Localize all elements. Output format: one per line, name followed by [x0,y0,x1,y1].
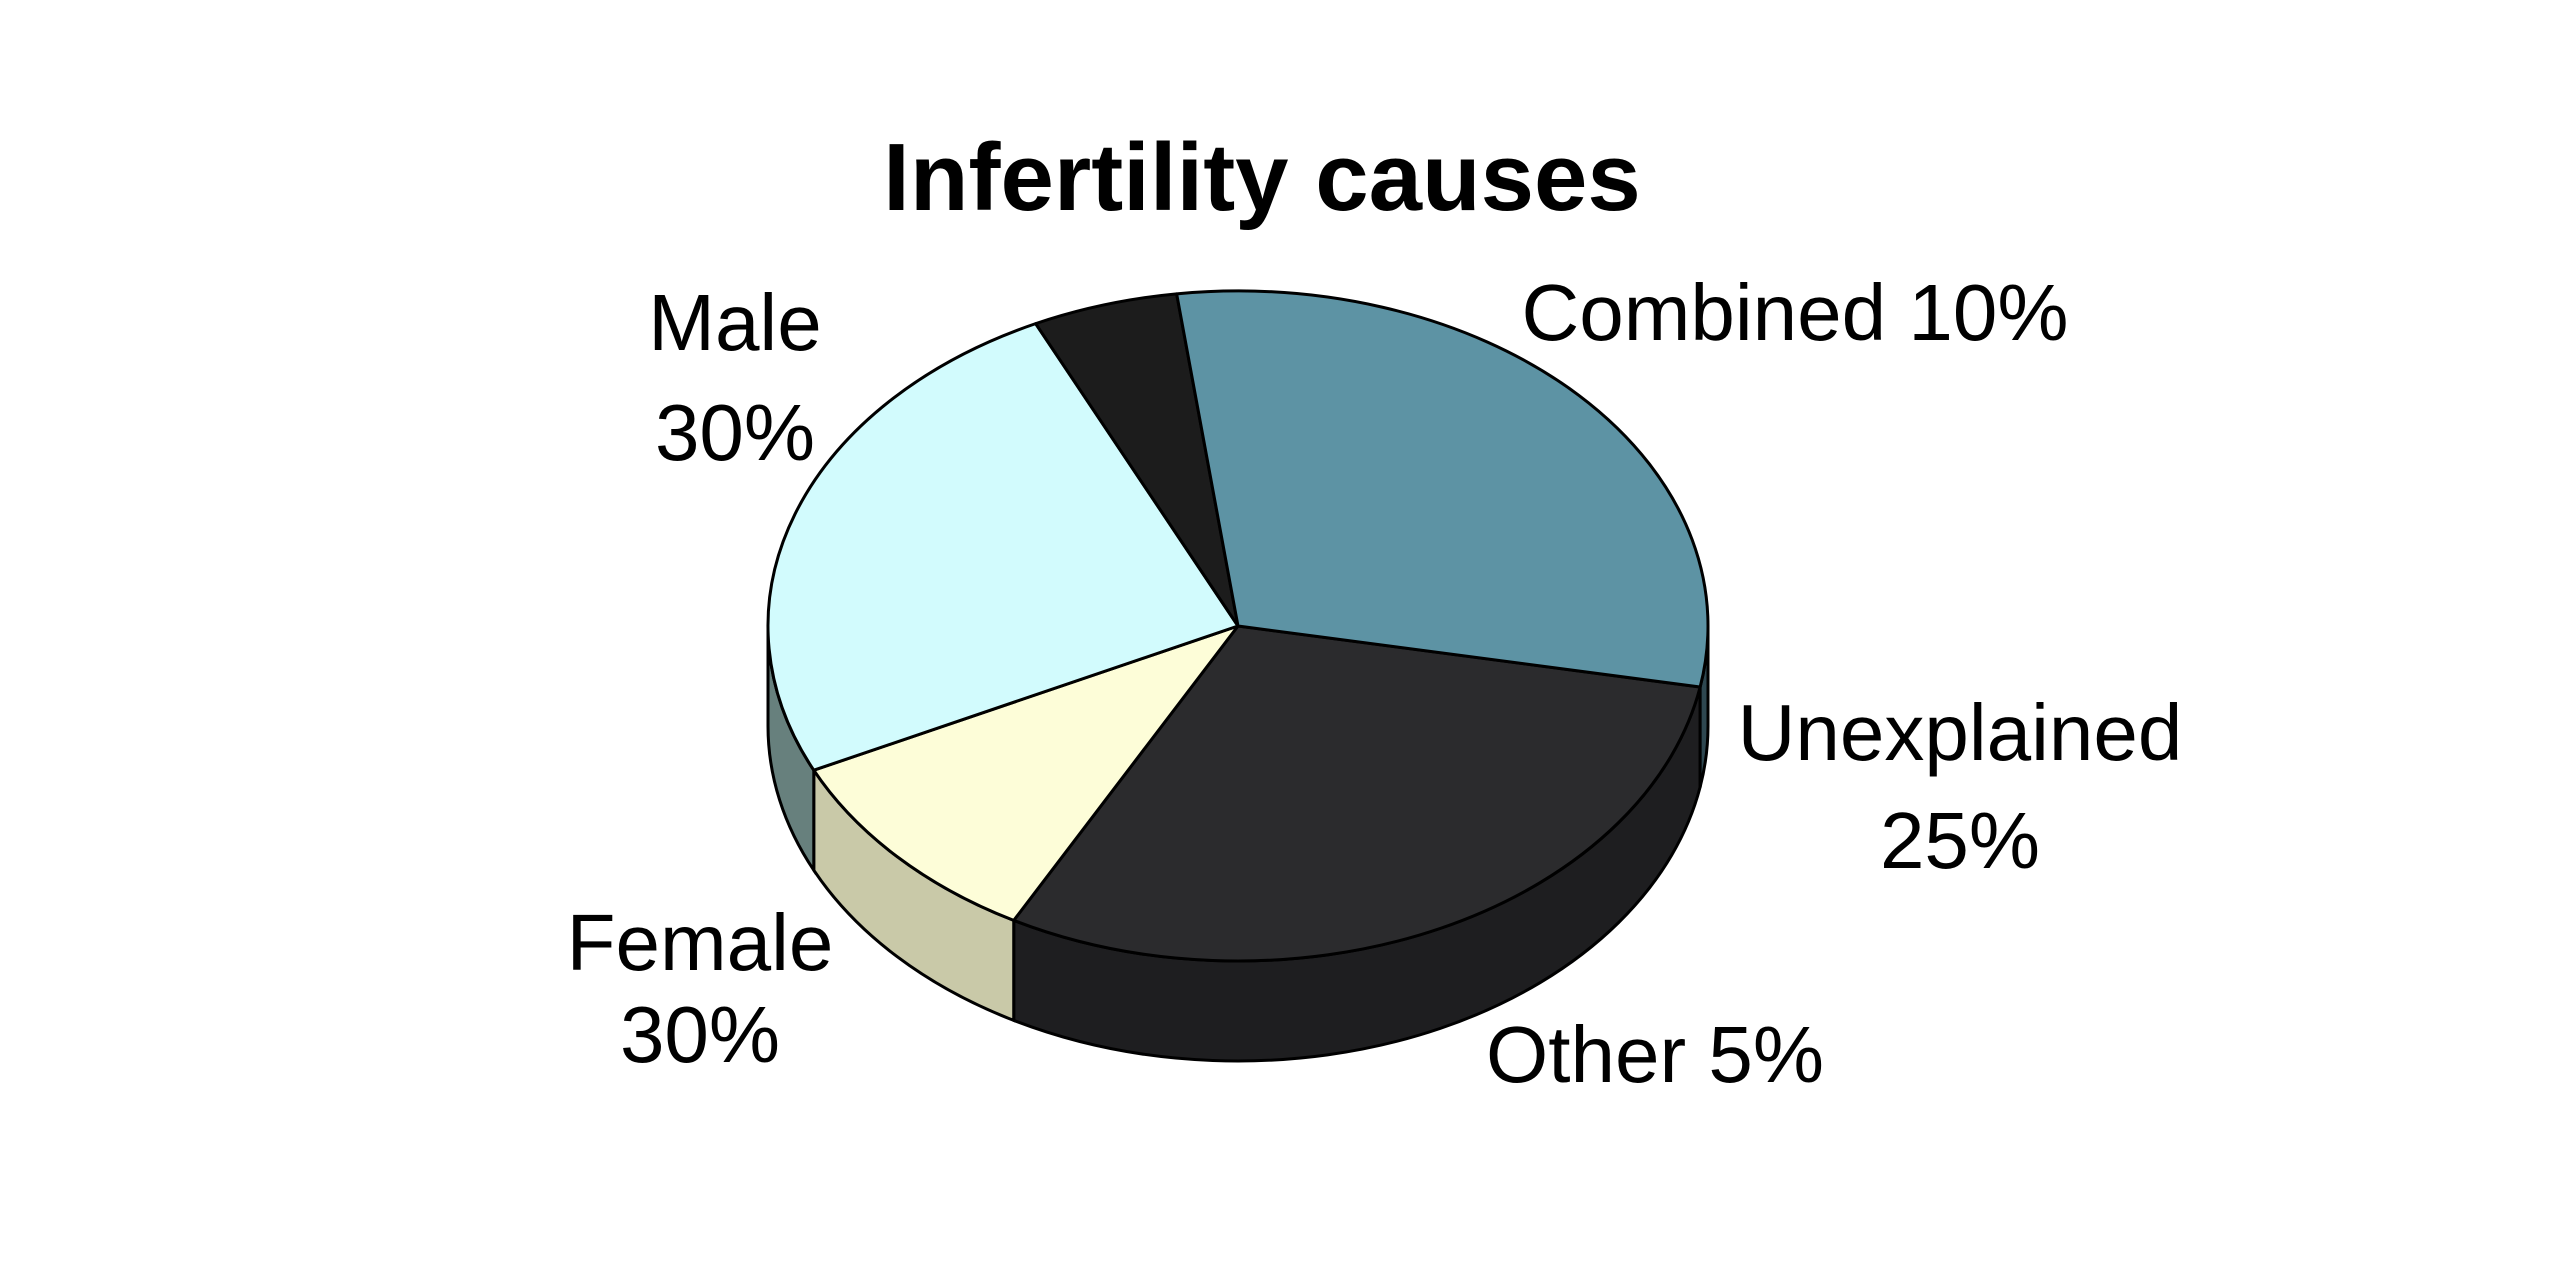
slice-label-unexplained: Unexplained [1738,688,2183,777]
slice-label-other: Other 5% [1486,1010,1824,1099]
slice-value-unexplained: 25% [1880,796,2040,885]
slice-label-female: Female [567,898,834,987]
slice-value-male: 30% [655,388,815,477]
pie-slice-female [1175,289,1710,689]
slice-label-combined: Combined 10% [1521,268,2068,357]
chart-title: Infertility causes [883,124,1641,231]
slice-label-male: Male [648,278,821,367]
slice-value-female: 30% [620,990,780,1079]
pie-sides [766,625,1710,1063]
pie-slice-unexplained [766,322,1240,772]
pie-slice-male [1012,624,1702,963]
pie-slice-other [1034,292,1240,628]
pie-tops [766,289,1710,963]
pie-slice-combined [812,624,1240,922]
